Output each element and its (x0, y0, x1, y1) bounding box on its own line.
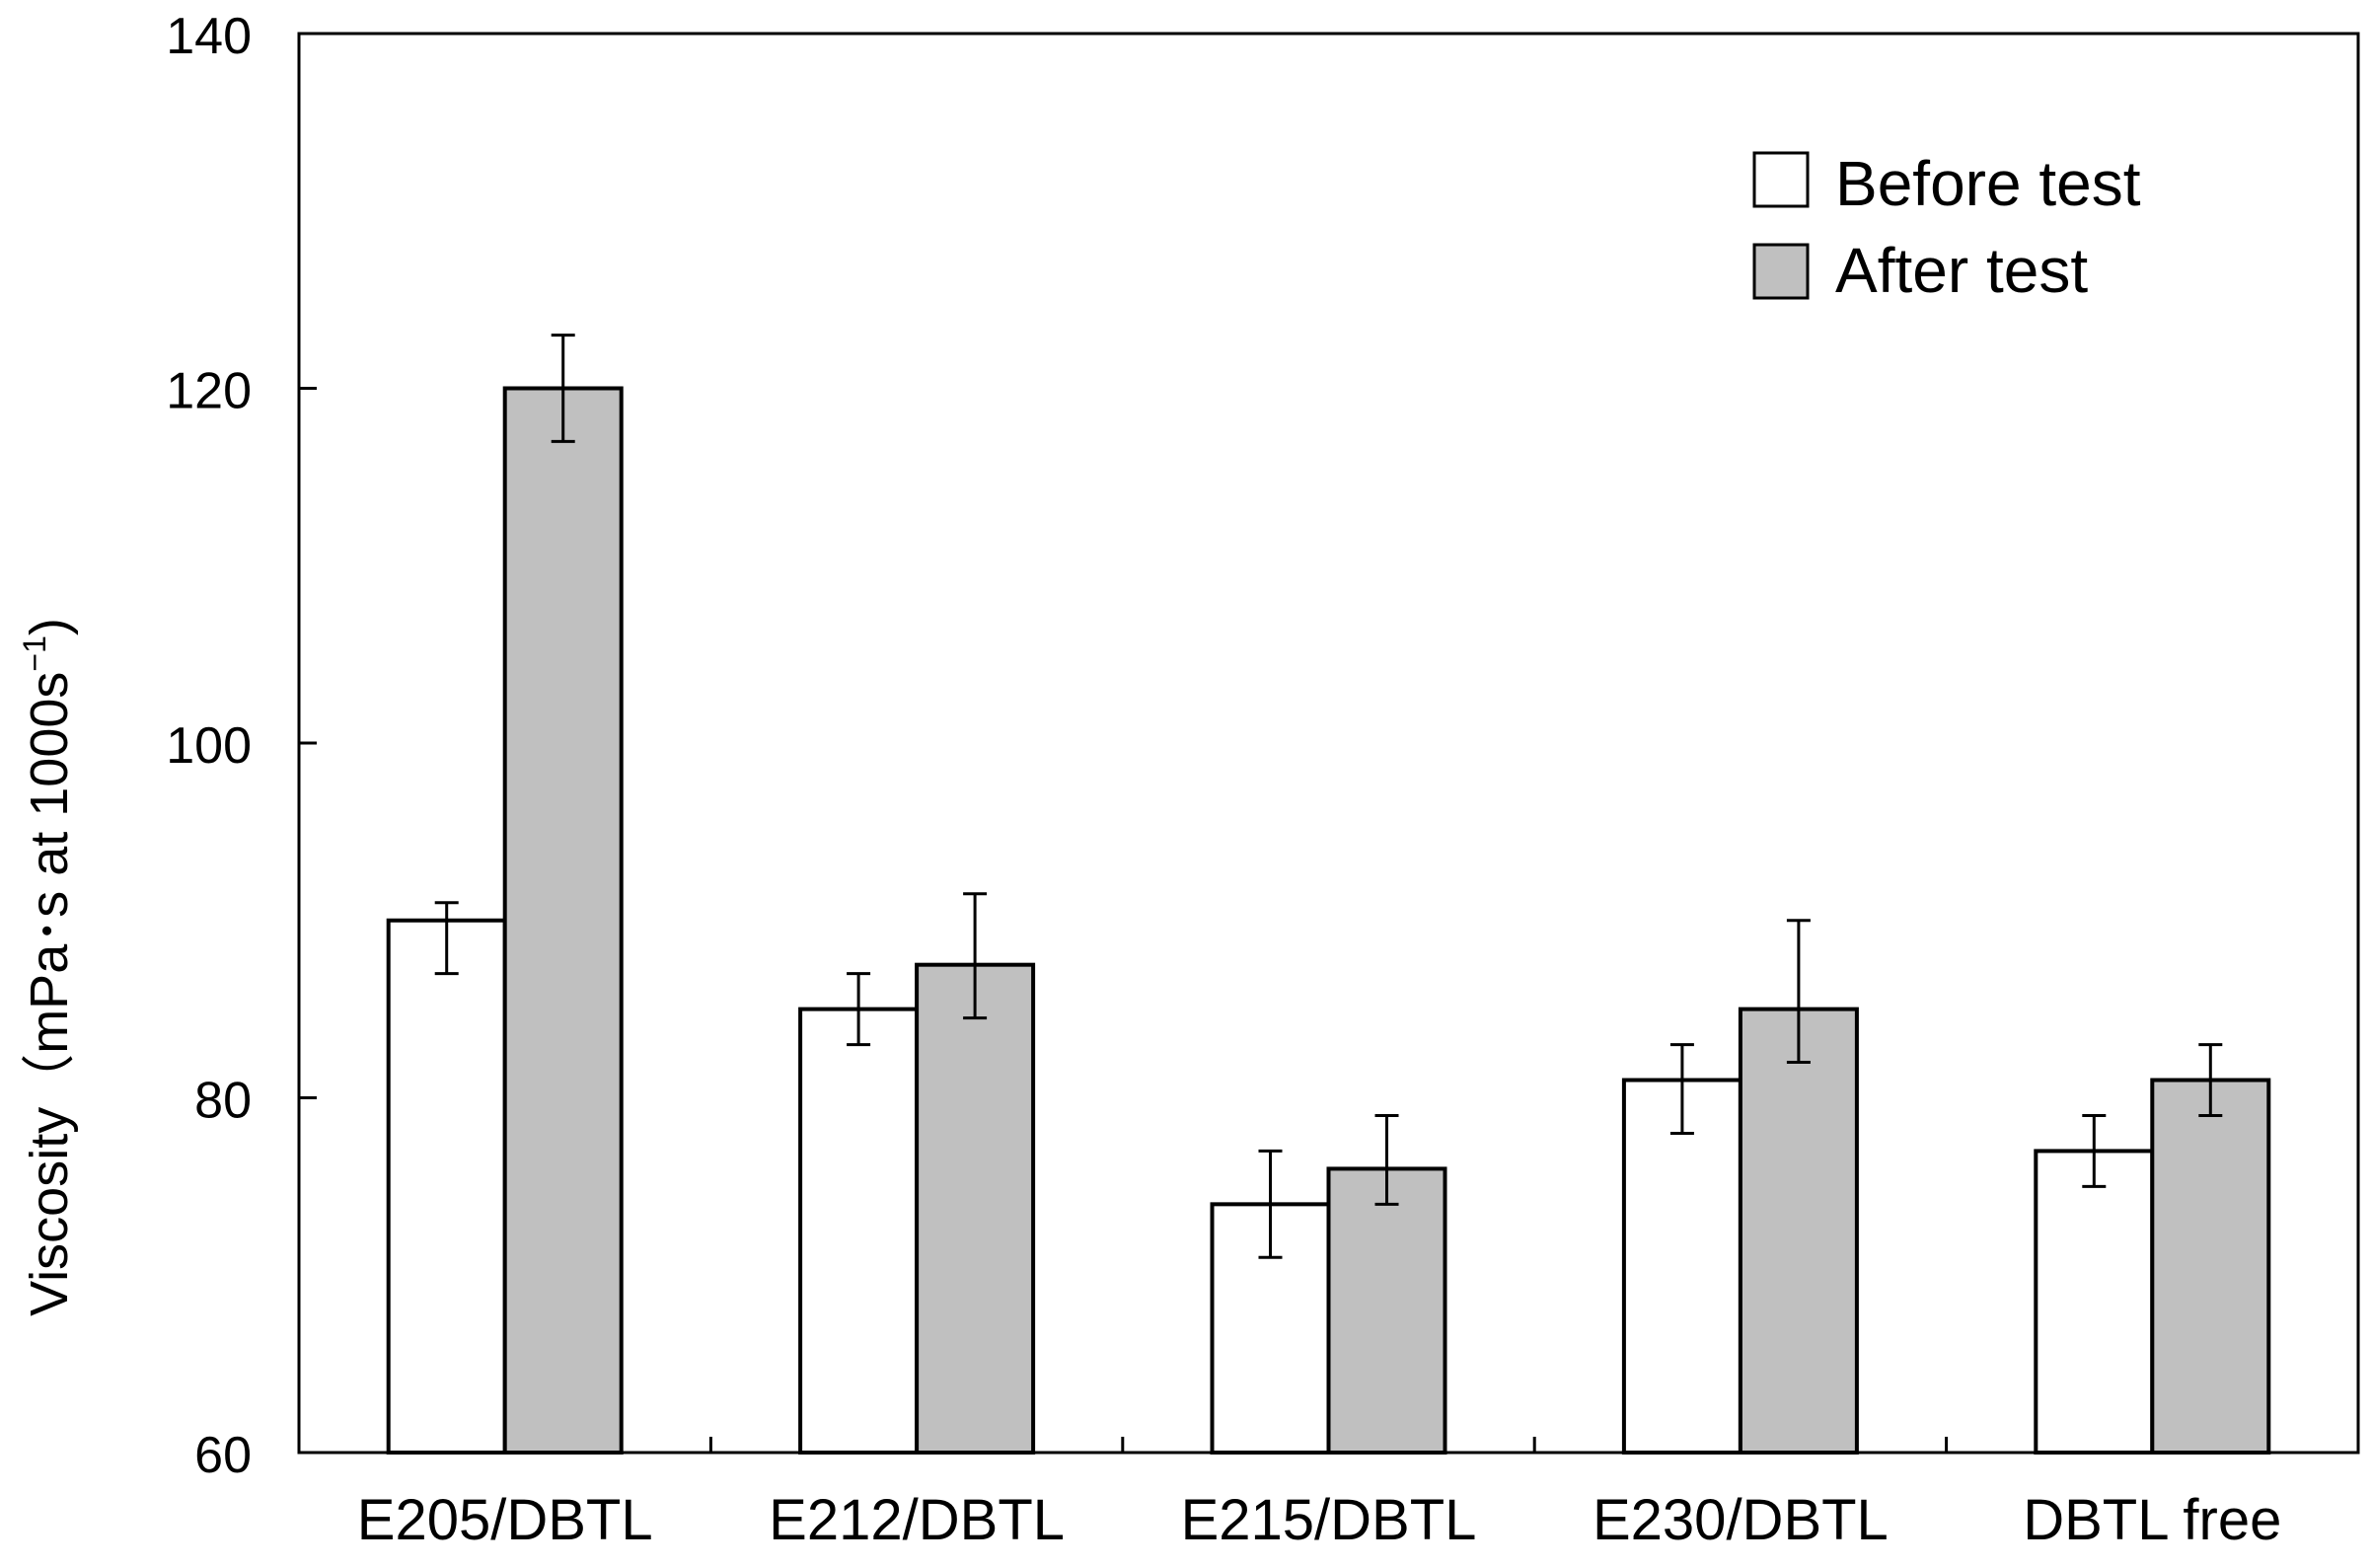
y-axis-label: Viscosity（mPa･s at 1000s−1) (17, 618, 79, 1316)
bar-before-1 (798, 1007, 920, 1455)
legend-swatch-before-test (1752, 151, 1810, 208)
error-bars-layer (434, 334, 2223, 1259)
y-tick-label: 60 (194, 1427, 252, 1484)
bar-after-1 (915, 962, 1036, 1455)
bar-after-3 (1738, 1007, 1859, 1455)
legend-label-after-test: After test (1835, 235, 2088, 306)
y-tick-label: 80 (194, 1073, 252, 1130)
legend-swatch-after-test (1752, 243, 1810, 300)
bar-before-0 (386, 918, 507, 1455)
y-tick-label: 120 (166, 363, 252, 420)
y-axis-label-close: ) (20, 618, 79, 635)
x-category-label: DBTL free (2023, 1488, 2281, 1552)
y-axis-label-main: Viscosity（mPa･s at 1000s (20, 672, 79, 1316)
legend: Before test After test (1752, 148, 2141, 306)
x-category-label: E205/DBTL (357, 1488, 653, 1552)
bar-before-3 (1621, 1078, 1742, 1456)
x-category-label: E212/DBTL (769, 1488, 1065, 1552)
bar-before-4 (2034, 1149, 2155, 1456)
x-category-label: E215/DBTL (1181, 1488, 1477, 1552)
bars-layer (386, 386, 2271, 1456)
tick-labels-layer: 60 80 100 120 140 E205/DBTL E212/DBTL E215/DBTL… (166, 8, 2281, 1552)
y-tick-label: 100 (166, 717, 252, 775)
y-axis-label-superscript: −1 (17, 635, 52, 671)
bar-after-0 (502, 386, 624, 1455)
legend-label-before-test: Before test (1835, 148, 2141, 219)
y-tick-label: 140 (166, 8, 252, 65)
x-category-label: E230/DBTL (1593, 1488, 1889, 1552)
bar-after-4 (2150, 1078, 2271, 1456)
bar-after-2 (1326, 1166, 1447, 1456)
